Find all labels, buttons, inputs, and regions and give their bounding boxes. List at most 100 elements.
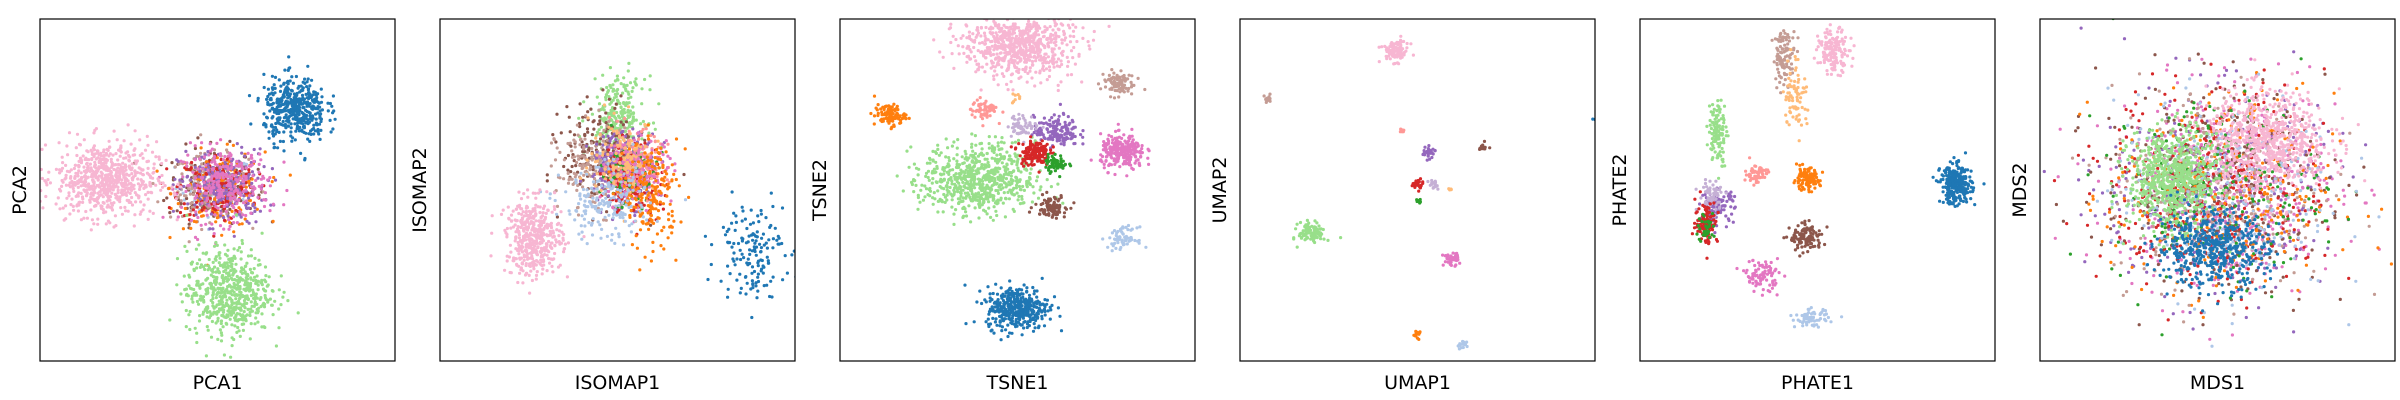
point — [203, 267, 207, 272]
point — [277, 116, 281, 120]
point — [127, 182, 131, 186]
point — [167, 206, 171, 210]
point — [178, 178, 182, 182]
point — [302, 126, 306, 130]
point — [613, 79, 618, 83]
point — [158, 181, 162, 185]
point — [601, 192, 605, 196]
point — [656, 216, 660, 220]
point — [620, 151, 624, 155]
point — [271, 202, 275, 206]
cluster-8 — [168, 213, 300, 359]
point — [614, 138, 618, 142]
point — [198, 157, 202, 161]
point — [646, 211, 650, 215]
point — [644, 196, 649, 200]
point — [282, 81, 286, 85]
point — [185, 174, 190, 178]
point — [619, 105, 623, 110]
point — [298, 90, 302, 94]
point — [582, 235, 586, 239]
point — [219, 282, 223, 286]
point — [562, 177, 566, 181]
point — [310, 78, 314, 82]
point — [317, 132, 321, 136]
point — [207, 165, 211, 169]
point — [266, 87, 270, 91]
point — [260, 183, 264, 187]
point — [545, 269, 549, 273]
point — [281, 93, 285, 97]
point — [193, 158, 197, 162]
point — [583, 132, 587, 137]
point — [300, 128, 304, 132]
point — [94, 169, 98, 173]
point — [180, 172, 184, 176]
point — [247, 196, 251, 200]
point — [222, 191, 226, 196]
point — [187, 187, 191, 191]
point — [223, 276, 227, 281]
point — [179, 202, 183, 206]
point — [202, 300, 206, 304]
point — [188, 327, 192, 332]
point — [208, 227, 212, 231]
point — [622, 184, 626, 188]
point — [199, 294, 203, 298]
point — [623, 129, 628, 133]
point — [289, 126, 293, 130]
point — [120, 212, 124, 216]
point — [601, 73, 605, 77]
point — [67, 170, 71, 174]
point — [271, 132, 275, 136]
point — [602, 172, 606, 177]
point — [562, 164, 566, 169]
point — [565, 275, 570, 279]
point — [220, 333, 224, 337]
point — [245, 219, 249, 223]
point — [116, 169, 121, 173]
point — [149, 184, 153, 188]
point — [256, 96, 260, 100]
point — [249, 307, 253, 311]
point — [181, 227, 185, 231]
point — [253, 300, 257, 304]
point — [670, 209, 674, 213]
point — [629, 95, 633, 99]
point — [254, 311, 258, 315]
point — [308, 84, 312, 88]
point — [653, 150, 658, 154]
point — [175, 218, 179, 222]
point — [635, 169, 639, 173]
point — [211, 206, 215, 210]
point — [648, 201, 653, 205]
point — [600, 178, 604, 182]
point — [645, 218, 649, 222]
point — [212, 310, 216, 314]
point — [575, 123, 580, 127]
point — [564, 190, 568, 194]
point — [241, 328, 245, 332]
point — [297, 104, 301, 108]
point — [90, 172, 94, 176]
point — [331, 127, 335, 131]
point — [570, 149, 574, 153]
point — [228, 284, 232, 288]
point — [256, 99, 260, 103]
point — [109, 169, 113, 174]
point — [611, 184, 615, 188]
point — [108, 195, 113, 199]
point — [240, 164, 244, 169]
point — [647, 182, 651, 186]
point — [249, 254, 253, 258]
point — [190, 160, 194, 165]
point — [195, 183, 199, 187]
point — [222, 204, 226, 209]
point — [82, 138, 86, 142]
point — [204, 354, 208, 358]
point — [216, 316, 220, 320]
point — [86, 164, 90, 169]
point — [586, 130, 590, 134]
point — [631, 197, 635, 201]
point — [114, 184, 118, 188]
